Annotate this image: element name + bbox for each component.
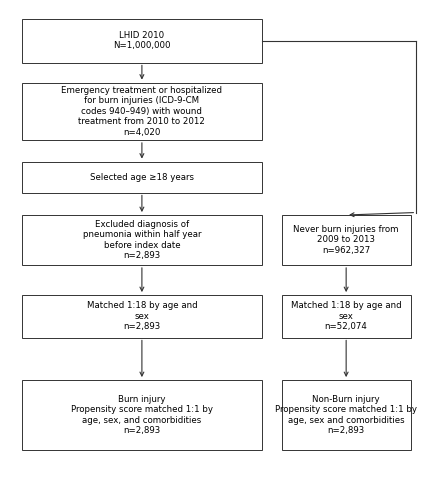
FancyBboxPatch shape bbox=[22, 18, 262, 62]
FancyBboxPatch shape bbox=[22, 295, 262, 338]
FancyBboxPatch shape bbox=[22, 380, 262, 450]
Text: LHID 2010
N=1,000,000: LHID 2010 N=1,000,000 bbox=[113, 31, 171, 50]
Text: Burn injury
Propensity score matched 1:1 by
age, sex, and comorbidities
n=2,893: Burn injury Propensity score matched 1:1… bbox=[71, 395, 213, 435]
Text: Excluded diagnosis of
pneumonia within half year
before index date
n=2,893: Excluded diagnosis of pneumonia within h… bbox=[83, 220, 201, 260]
FancyBboxPatch shape bbox=[22, 215, 262, 265]
FancyBboxPatch shape bbox=[22, 82, 262, 140]
Text: Non-Burn injury
Propensity score matched 1:1 by
age, sex and comorbidities
n=2,8: Non-Burn injury Propensity score matched… bbox=[275, 395, 417, 435]
Text: Never burn injuries from
2009 to 2013
n=962,327: Never burn injuries from 2009 to 2013 n=… bbox=[293, 225, 399, 255]
Text: Matched 1:18 by age and
sex
n=52,074: Matched 1:18 by age and sex n=52,074 bbox=[291, 302, 402, 331]
FancyBboxPatch shape bbox=[282, 380, 411, 450]
Text: Matched 1:18 by age and
sex
n=2,893: Matched 1:18 by age and sex n=2,893 bbox=[86, 302, 197, 331]
FancyBboxPatch shape bbox=[22, 162, 262, 192]
FancyBboxPatch shape bbox=[282, 295, 411, 338]
Text: Emergency treatment or hospitalized
for burn injuries (ICD-9-CM
codes 940–949) w: Emergency treatment or hospitalized for … bbox=[61, 86, 222, 136]
Text: Selected age ≥18 years: Selected age ≥18 years bbox=[90, 172, 194, 182]
FancyBboxPatch shape bbox=[282, 215, 411, 265]
